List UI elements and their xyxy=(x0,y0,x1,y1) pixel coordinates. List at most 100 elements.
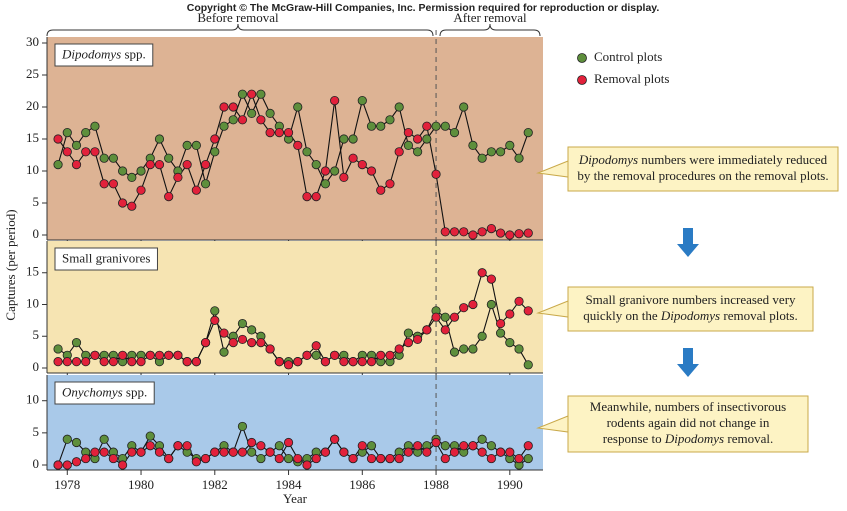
callout-text: Meanwhile, numbers of insectivorous xyxy=(590,399,786,414)
data-point xyxy=(320,166,331,176)
data-point xyxy=(173,172,183,182)
data-point xyxy=(468,344,478,354)
y-tick-label: 25 xyxy=(26,66,39,81)
text-segment: rodents again did not change in xyxy=(607,415,770,430)
data-point xyxy=(394,453,404,464)
data-point xyxy=(440,325,450,335)
data-point xyxy=(164,350,174,360)
data-point xyxy=(431,312,441,322)
data-point xyxy=(237,89,248,99)
data-point xyxy=(219,121,229,131)
data-point xyxy=(145,441,155,451)
data-point xyxy=(468,299,478,310)
data-point xyxy=(348,134,358,144)
data-point xyxy=(210,447,220,457)
data-point xyxy=(62,434,72,444)
data-point xyxy=(348,357,358,367)
data-point xyxy=(90,121,100,131)
data-point xyxy=(265,128,275,138)
period-label: After removal xyxy=(453,10,527,25)
text-segment: Onychomys xyxy=(62,384,123,399)
data-point xyxy=(256,337,266,348)
data-point xyxy=(210,306,220,316)
data-point xyxy=(459,344,469,354)
series-line xyxy=(57,302,529,366)
data-point xyxy=(330,96,340,106)
data-point xyxy=(164,153,174,163)
data-point xyxy=(53,160,63,170)
data-point xyxy=(385,115,395,125)
data-point xyxy=(477,268,487,278)
text-segment: spp. xyxy=(121,46,146,61)
data-point xyxy=(247,325,257,335)
data-point xyxy=(413,334,423,345)
data-point xyxy=(459,227,469,237)
data-point xyxy=(394,344,404,354)
down-arrow xyxy=(677,228,699,257)
data-point xyxy=(431,437,441,448)
series-line xyxy=(57,424,529,466)
data-point xyxy=(339,357,349,367)
data-point xyxy=(247,447,257,457)
data-point xyxy=(228,115,238,125)
data-point xyxy=(431,169,441,179)
data-point xyxy=(274,128,284,138)
data-point xyxy=(191,185,201,195)
data-point xyxy=(145,350,155,360)
data-point xyxy=(311,341,321,351)
data-point xyxy=(339,134,349,144)
data-point xyxy=(81,357,91,367)
data-point xyxy=(293,357,303,367)
data-point xyxy=(514,296,524,306)
data-point xyxy=(449,128,460,138)
y-tick-label: 10 xyxy=(26,295,39,310)
data-point xyxy=(495,318,506,329)
data-point xyxy=(514,153,524,163)
data-point xyxy=(505,230,515,240)
data-point xyxy=(523,360,533,370)
data-point xyxy=(265,344,275,354)
legend-marker xyxy=(577,53,587,63)
data-point xyxy=(505,140,515,150)
panel-label-box xyxy=(54,247,158,271)
data-point xyxy=(468,230,478,240)
data-point xyxy=(71,140,82,150)
y-tick-label: 10 xyxy=(26,392,39,407)
data-point xyxy=(90,447,100,457)
data-point xyxy=(477,227,487,237)
data-point xyxy=(293,453,303,464)
data-point xyxy=(413,441,423,451)
data-point xyxy=(256,115,266,125)
data-point xyxy=(523,441,533,451)
data-point xyxy=(62,128,72,138)
callout-text: Dipodomys numbers were immediately reduc… xyxy=(578,152,828,167)
data-point xyxy=(283,360,294,370)
data-point xyxy=(486,453,496,464)
data-point xyxy=(302,350,312,360)
data-point xyxy=(366,453,377,464)
data-point xyxy=(71,437,82,448)
data-point xyxy=(108,179,118,189)
data-point xyxy=(477,153,487,163)
legend-label: Removal plots xyxy=(594,71,669,86)
y-tick-label: 20 xyxy=(26,98,39,113)
data-point xyxy=(302,147,312,157)
data-point xyxy=(117,460,128,470)
data-point xyxy=(117,198,128,208)
data-point xyxy=(256,89,266,99)
y-tick-label: 15 xyxy=(26,264,39,279)
data-point xyxy=(210,134,220,144)
data-point xyxy=(71,337,82,348)
data-point xyxy=(413,134,423,144)
data-point xyxy=(449,312,460,322)
data-point xyxy=(449,447,460,457)
data-point xyxy=(228,337,238,348)
data-point xyxy=(191,457,201,467)
data-point xyxy=(311,350,321,360)
data-point xyxy=(154,160,165,170)
data-point xyxy=(468,140,478,150)
brace xyxy=(439,23,541,37)
data-point xyxy=(486,274,496,284)
data-point xyxy=(293,102,303,112)
